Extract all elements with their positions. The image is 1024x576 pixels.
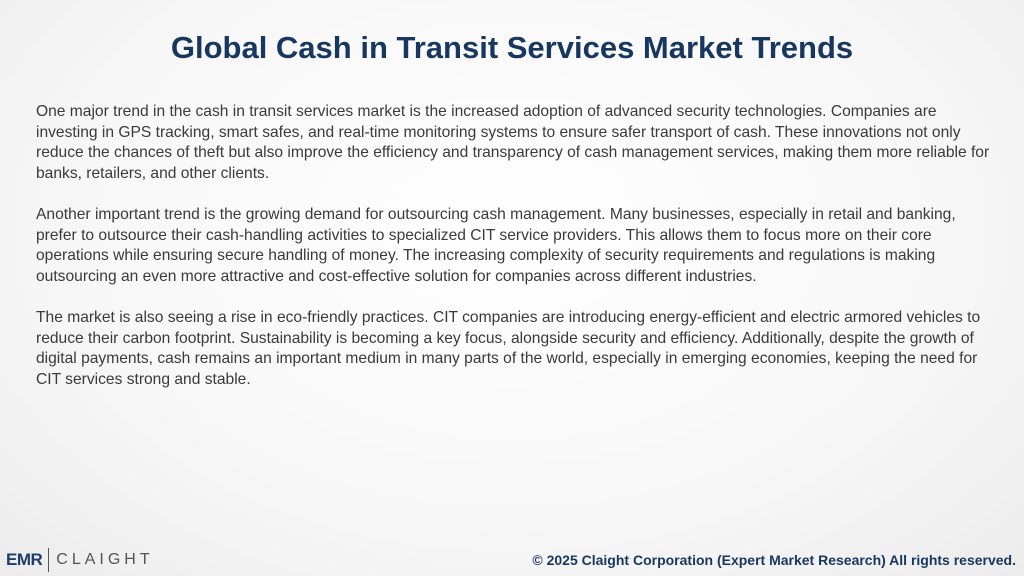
slide-body: One major trend in the cash in transit s… — [36, 102, 996, 411]
logo-divider — [48, 548, 50, 572]
paragraph: One major trend in the cash in transit s… — [36, 103, 990, 182]
logo-claight: CLAIGHT — [56, 551, 154, 568]
paragraph: Another important trend is the growing d… — [36, 206, 956, 285]
copyright: © 2025 Claight Corporation (Expert Marke… — [532, 552, 1016, 568]
paragraph: The market is also seeing a rise in eco-… — [36, 309, 981, 388]
logo: EMR CLAIGHT — [6, 547, 154, 573]
logo-emr: EMR — [6, 550, 43, 569]
slide-title: Global Cash in Transit Services Market T… — [170, 30, 854, 65]
